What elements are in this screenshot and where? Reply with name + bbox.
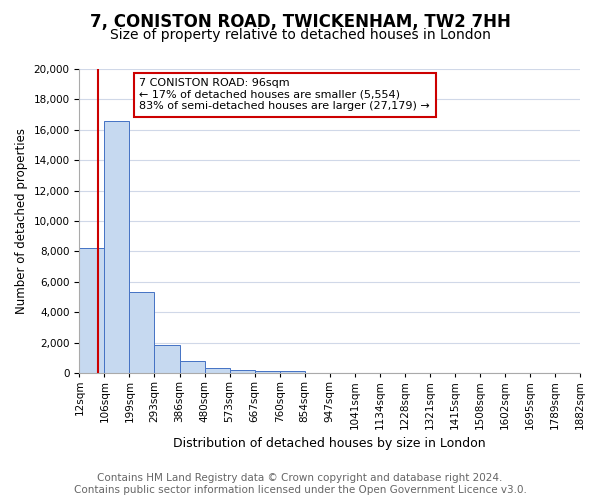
Bar <box>79 248 104 373</box>
Text: 7 CONISTON ROAD: 96sqm
← 17% of detached houses are smaller (5,554)
83% of semi-: 7 CONISTON ROAD: 96sqm ← 17% of detached… <box>139 78 430 112</box>
Bar <box>154 345 179 373</box>
Bar <box>230 370 254 373</box>
Y-axis label: Number of detached properties: Number of detached properties <box>15 128 28 314</box>
Bar <box>130 292 154 373</box>
Bar <box>104 120 130 373</box>
Text: Size of property relative to detached houses in London: Size of property relative to detached ho… <box>110 28 490 42</box>
Bar <box>179 361 205 373</box>
Text: Contains HM Land Registry data © Crown copyright and database right 2024.
Contai: Contains HM Land Registry data © Crown c… <box>74 474 526 495</box>
Bar <box>205 368 230 373</box>
X-axis label: Distribution of detached houses by size in London: Distribution of detached houses by size … <box>173 437 486 450</box>
Bar <box>280 372 305 373</box>
Bar <box>254 370 280 373</box>
Text: 7, CONISTON ROAD, TWICKENHAM, TW2 7HH: 7, CONISTON ROAD, TWICKENHAM, TW2 7HH <box>89 12 511 30</box>
